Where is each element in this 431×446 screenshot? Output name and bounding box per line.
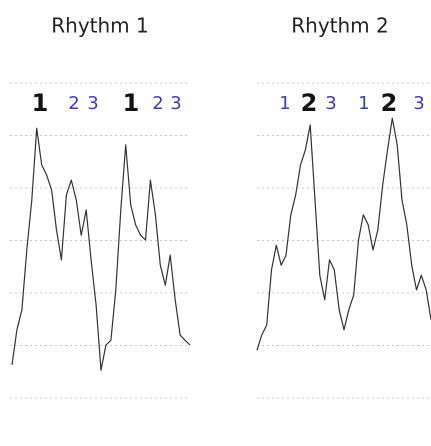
- beat-label: 3: [170, 93, 181, 114]
- beat-label: 1: [358, 93, 369, 114]
- rhythm-line: [11, 127, 191, 371]
- beat-label: 1: [279, 93, 290, 114]
- chart-title: Rhythm 1: [51, 14, 149, 38]
- chart-title: Rhythm 2: [291, 14, 389, 38]
- beat-label: 2: [381, 89, 398, 117]
- beat-label: 3: [87, 93, 98, 114]
- beat-label: 1: [123, 89, 140, 117]
- beat-label: 2: [68, 93, 79, 114]
- beat-label: 2: [301, 89, 318, 117]
- beat-label: 3: [413, 93, 424, 114]
- beat-label: 1: [32, 89, 49, 117]
- rhythm-line: [256, 117, 431, 351]
- beat-label: 2: [152, 93, 163, 114]
- beat-label: 3: [325, 93, 336, 114]
